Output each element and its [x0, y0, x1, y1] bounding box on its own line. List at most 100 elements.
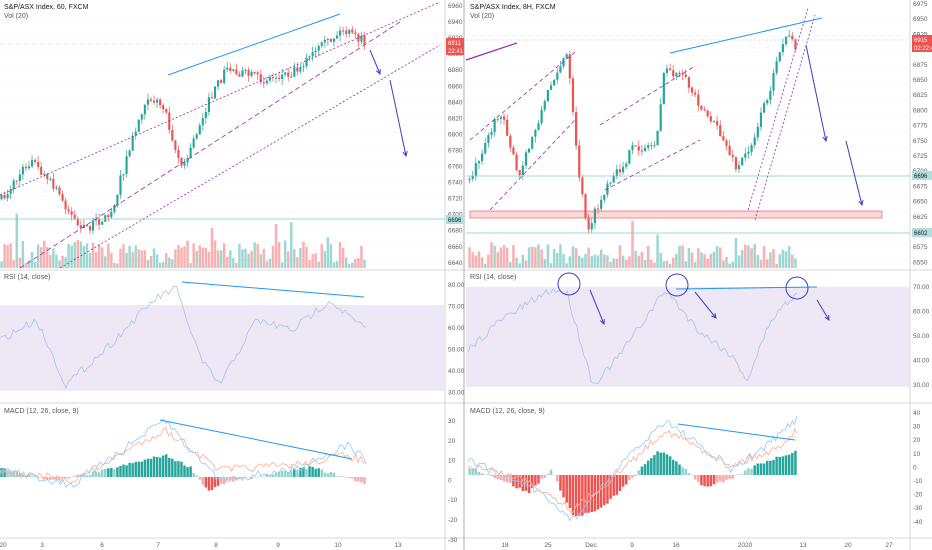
right-candle [778, 52, 781, 62]
right-candle [750, 145, 753, 152]
right-candle [709, 116, 712, 122]
right-candle [596, 208, 600, 210]
left-volume-bar [250, 250, 253, 268]
left-volume-bar [64, 257, 67, 268]
left-macd-tick: 10 [448, 458, 456, 465]
left-price-tick: 6940 [448, 19, 463, 26]
left-volume-bar [338, 242, 342, 268]
right-volume-bar [650, 259, 653, 268]
right-candle [640, 150, 643, 152]
right-volume-bar [581, 257, 584, 268]
right-price-tick: 6725 [913, 153, 928, 160]
right-macd-tick: 20 [913, 437, 921, 444]
right-volume-bar [615, 258, 619, 268]
left-macd-tick: -20 [448, 517, 458, 524]
left-candle [268, 77, 271, 81]
right-price-tick: 6625 [913, 214, 928, 221]
right-price-tick: 6825 [913, 92, 928, 99]
left-candle [18, 174, 21, 181]
left-time-tick: 7 [156, 542, 160, 549]
right-arrow-1-head [822, 136, 828, 143]
right-macd-bar [643, 464, 647, 475]
left-macd-bar [256, 476, 259, 478]
left-candle [223, 69, 226, 83]
right-volume-bar [468, 247, 471, 268]
right-candle [487, 135, 490, 144]
left-candle [149, 99, 153, 101]
right-macd-bar [546, 473, 550, 475]
right-macd-bar [731, 475, 735, 479]
right-candle [622, 166, 625, 173]
left-volume-bar [268, 258, 272, 268]
right-volume-bar [549, 263, 553, 268]
right-macd-bar [477, 471, 481, 475]
left-volume-bar [52, 248, 55, 268]
left-macd-bar [158, 457, 162, 477]
left-candle [49, 178, 52, 180]
right-volume-bar [700, 252, 703, 268]
left-macd-bar [12, 470, 15, 477]
right-candle [687, 76, 690, 88]
right-volume-bar [772, 249, 775, 268]
left-candle [271, 77, 275, 79]
left-macd-line [0, 418, 367, 488]
right-channel-b1 [599, 65, 696, 126]
left-macd-bar [326, 473, 330, 477]
left-candle [351, 29, 354, 33]
right-macd-bar [483, 474, 487, 476]
right-macd-bar [737, 474, 741, 475]
right-volume-bar [753, 244, 756, 268]
left-volume-bar [335, 260, 339, 268]
left-macd-bar [88, 474, 92, 477]
right-candle [496, 118, 499, 120]
left-candle [302, 66, 305, 68]
right-candle [653, 145, 656, 147]
left-candle [210, 97, 214, 99]
right-volume-bar [499, 247, 503, 268]
left-arrow-long-head [402, 151, 408, 158]
right-candle [484, 143, 487, 154]
right-candle [615, 169, 618, 176]
left-macd-bar [3, 468, 6, 477]
right-volume-bar [521, 254, 525, 268]
right-candle [502, 116, 506, 120]
left-candle [274, 77, 278, 79]
left-volume-bar [140, 250, 144, 268]
right-macd-bar [540, 475, 543, 479]
left-volume-bar [131, 252, 134, 268]
right-volume-bar [502, 245, 506, 268]
left-candle [296, 67, 299, 72]
right-macd-bar [662, 452, 666, 475]
left-macd-tick: -30 [448, 537, 458, 544]
right-volume-bar [787, 246, 791, 268]
right-price-tick: 6850 [913, 77, 928, 84]
left-candle [76, 218, 79, 226]
right-macd-bar [628, 475, 631, 481]
right-volume-bar [747, 245, 750, 268]
left-candle [262, 82, 265, 84]
left-volume-bar [82, 245, 86, 268]
left-volume-bar [198, 245, 201, 268]
right-time-tick: Dec [585, 542, 597, 549]
left-volume-bar [241, 249, 244, 268]
left-volume-bar [357, 258, 360, 268]
right-rsi-tick: 60.00 [913, 309, 930, 316]
rsi-circle-2 [665, 273, 689, 297]
left-volume-bar [302, 241, 305, 268]
left-candle [247, 70, 250, 76]
right-level-badge-2-bg [912, 228, 932, 237]
right-macd-bar [653, 455, 656, 475]
left-volume-bar [161, 261, 165, 268]
left-candle [329, 38, 332, 42]
left-candle [64, 200, 67, 210]
left-macd-bar [216, 477, 220, 486]
left-candle [162, 105, 165, 110]
left-signal-line [0, 427, 367, 484]
left-candle [46, 173, 49, 179]
right-macd-tick: 40 [913, 410, 921, 417]
right-candle [637, 146, 640, 151]
left-macd-bar [290, 470, 293, 477]
right-macd-bar [678, 464, 681, 475]
right-macd-bar [646, 460, 650, 475]
